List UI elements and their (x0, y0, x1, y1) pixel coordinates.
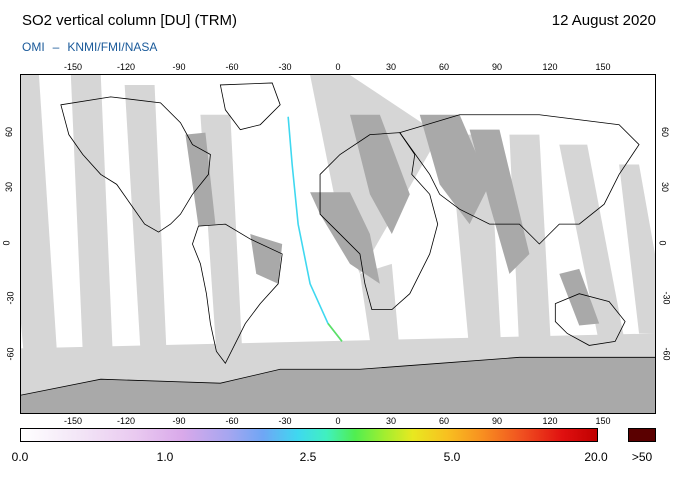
swath-band (359, 263, 400, 354)
north-america-coast (60, 96, 211, 233)
lon-tick-top: -60 (225, 62, 239, 72)
data-credit: OMI – KNMI/FMI/NASA (22, 40, 157, 54)
land-swath (559, 268, 600, 326)
colorbar-label: 20.0 (584, 450, 608, 464)
lon-tick-bottom: -90 (172, 416, 186, 426)
colorbar-label: 1.0 (156, 450, 174, 464)
europe-africa-coast (319, 132, 439, 311)
lon-tick-top: 90 (491, 62, 503, 72)
colorbar-label: 2.5 (299, 450, 317, 464)
lon-tick-bottom: -150 (63, 416, 83, 426)
greenland-coast (219, 82, 281, 131)
credit-instrument: OMI (22, 40, 45, 54)
so2-data-track-tip (327, 323, 343, 342)
land-swath (419, 114, 490, 225)
land-swath (250, 234, 283, 284)
antarctica (21, 357, 655, 413)
lon-tick-top: 0 (335, 62, 341, 72)
swath-band (21, 75, 61, 413)
swath-band (124, 84, 167, 354)
land-swath (469, 129, 530, 274)
swath-band (200, 114, 243, 354)
lon-tick-bottom: 30 (385, 416, 397, 426)
lon-tick-top: 120 (542, 62, 558, 72)
antarctica-coast (21, 356, 655, 396)
land-swath (349, 114, 410, 235)
lon-tick-bottom: 60 (438, 416, 450, 426)
lon-tick-bottom: -30 (278, 416, 292, 426)
lon-tick-bottom: 0 (335, 416, 341, 426)
lon-tick-bottom: 90 (491, 416, 503, 426)
lat-tick-left: -30 (5, 291, 16, 305)
satellite-swaths (21, 75, 655, 413)
land-swath (310, 192, 380, 284)
map-title: SO2 vertical column [DU] (TRM) (22, 12, 238, 29)
lon-tick-top: 30 (385, 62, 397, 72)
australia-coast (554, 293, 626, 346)
lon-tick-top: 60 (438, 62, 450, 72)
world-map (20, 74, 656, 414)
coastlines (21, 82, 655, 396)
map-date: 12 August 2020 (551, 12, 656, 29)
lat-tick-right: -60 (661, 347, 672, 361)
colorbar-label: 0.0 (11, 450, 29, 464)
lat-tick-right: -30 (661, 291, 672, 305)
swath-band (70, 75, 113, 354)
south-america-coast (192, 223, 283, 365)
land-swath (185, 132, 216, 227)
swath-band (619, 164, 655, 334)
lon-tick-top: -150 (63, 62, 83, 72)
lat-tick-left: 0 (1, 240, 12, 246)
lat-tick-right: 0 (657, 240, 668, 246)
lon-tick-top: -90 (172, 62, 186, 72)
swath-band (559, 144, 626, 344)
lon-tick-top: 150 (595, 62, 611, 72)
lon-tick-bottom: -120 (116, 416, 136, 426)
lat-tick-right: 30 (660, 181, 671, 193)
credit-separator: – (52, 40, 60, 54)
lon-tick-bottom: -60 (225, 416, 239, 426)
lat-tick-right: 60 (660, 126, 671, 138)
lon-tick-top: -120 (116, 62, 136, 72)
lat-tick-left: -60 (5, 347, 16, 361)
colorbar-label: 5.0 (443, 450, 461, 464)
swath-band (509, 134, 552, 354)
asia-coast (399, 114, 640, 245)
lon-tick-bottom: 150 (595, 416, 611, 426)
colorbar-over-swatch (628, 428, 656, 442)
lon-tick-top: -30 (278, 62, 292, 72)
colorbar-over-label: >50 (631, 450, 653, 464)
lat-tick-left: 60 (4, 126, 15, 138)
colorbar (20, 428, 598, 442)
land-swaths (21, 114, 655, 413)
credit-agencies: KNMI/FMI/NASA (67, 40, 158, 54)
lat-tick-left: 30 (4, 181, 15, 193)
lon-tick-bottom: 120 (542, 416, 558, 426)
